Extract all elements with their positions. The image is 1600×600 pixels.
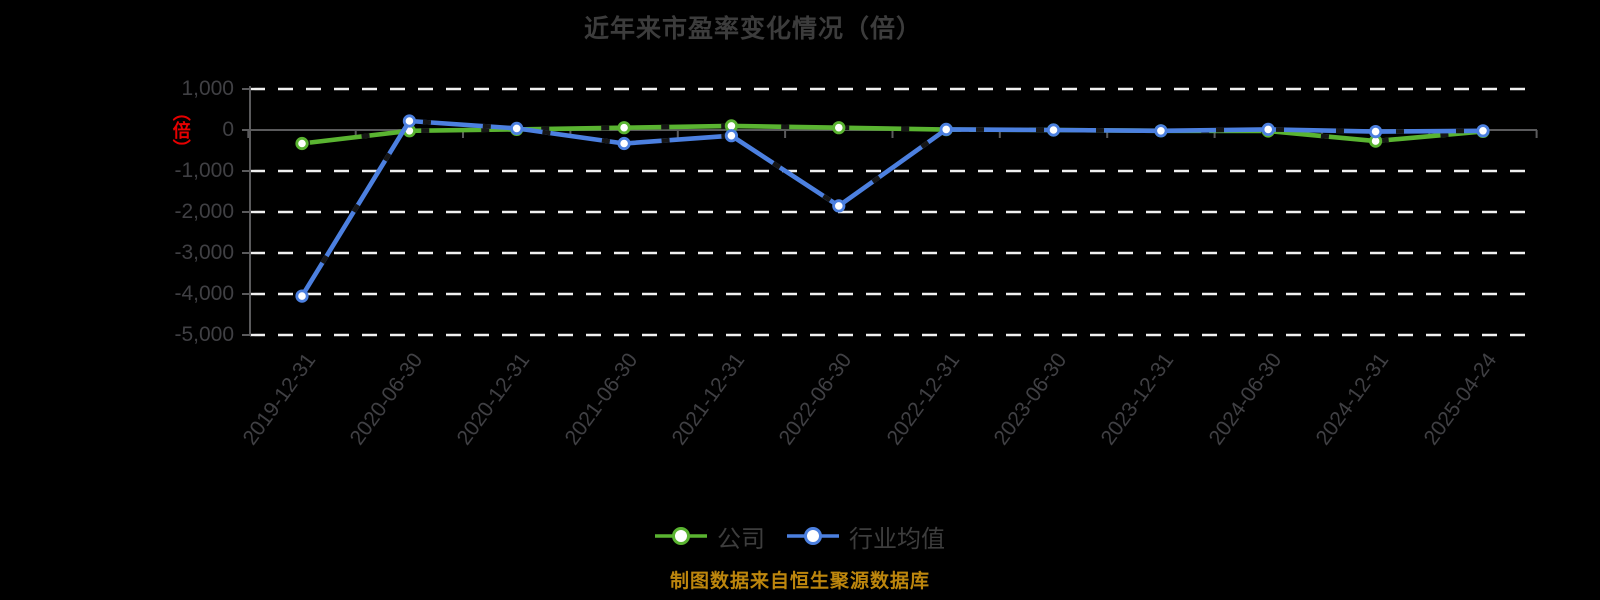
y-axis-label: -1,000	[174, 159, 234, 182]
x-axis-label: 2023-12-31	[1097, 348, 1179, 450]
x-axis-label: 2022-06-30	[774, 348, 857, 450]
data-point-marker	[724, 129, 739, 143]
legend-line-marker-icon	[655, 527, 707, 545]
y-axis-label: -4,000	[174, 282, 234, 305]
x-axis-label: 2019-12-31	[238, 348, 320, 450]
data-point-marker	[510, 121, 524, 135]
legend-label: 行业均值	[849, 525, 945, 553]
x-axis-label: 2021-12-31	[667, 348, 750, 450]
x-axis-label: 2020-12-31	[452, 348, 535, 450]
data-point-marker	[832, 121, 846, 135]
data-point-marker	[295, 136, 309, 151]
legend-line-marker-icon	[787, 527, 839, 545]
x-axis-label: 2024-12-31	[1311, 348, 1394, 450]
legend-item-1[interactable]: 行业均值	[787, 519, 945, 554]
footer-source-note: 制图数据来自恒生聚源数据库	[669, 571, 930, 592]
data-point-marker	[402, 114, 416, 128]
x-axis-label: 2024-06-30	[1204, 348, 1287, 450]
data-point-marker	[1154, 124, 1168, 138]
y-axis-label: 1,000	[181, 77, 234, 100]
data-point-marker	[617, 136, 631, 151]
data-point-marker	[939, 122, 953, 136]
legend-label: 公司	[717, 525, 765, 553]
y-axis-label: 0	[222, 118, 234, 141]
chart-legend: 公司 行业均值	[0, 519, 1600, 554]
x-axis-label: 2022-12-31	[882, 348, 965, 450]
data-point-marker	[617, 121, 631, 135]
x-axis-label: 2021-06-30	[560, 348, 642, 450]
x-axis-label: 2025-04-24	[1419, 348, 1501, 450]
chart-title: 近年来市盈率变化情况（倍）	[583, 15, 923, 43]
series-line-1	[300, 118, 1484, 298]
x-axis-label: 2020-06-30	[345, 348, 428, 450]
y-axis-label: -5,000	[174, 323, 234, 346]
series-line-0	[301, 123, 1484, 146]
legend-item-0[interactable]: 公司	[655, 519, 765, 554]
y-axis-label: -3,000	[174, 241, 234, 264]
y-axis-label: -2,000	[174, 200, 234, 223]
x-axis-labels: 2019-12-31 2020-06-30 2020-12-31 2021-06-30…	[238, 348, 1501, 450]
data-point-marker	[1369, 125, 1383, 139]
y-axis-labels: 1,000 0 -1,000 -2,000 -3,000 -4,000 -5,000	[118, 0, 234, 360]
data-point-marker	[295, 289, 309, 303]
data-point-marker	[1476, 124, 1490, 138]
data-point-marker	[832, 199, 846, 213]
y-axis-unit-label: （倍）	[170, 103, 191, 157]
data-point-marker	[1046, 123, 1061, 137]
data-point-marker	[1261, 122, 1275, 136]
x-axis-label: 2023-06-30	[989, 348, 1072, 450]
